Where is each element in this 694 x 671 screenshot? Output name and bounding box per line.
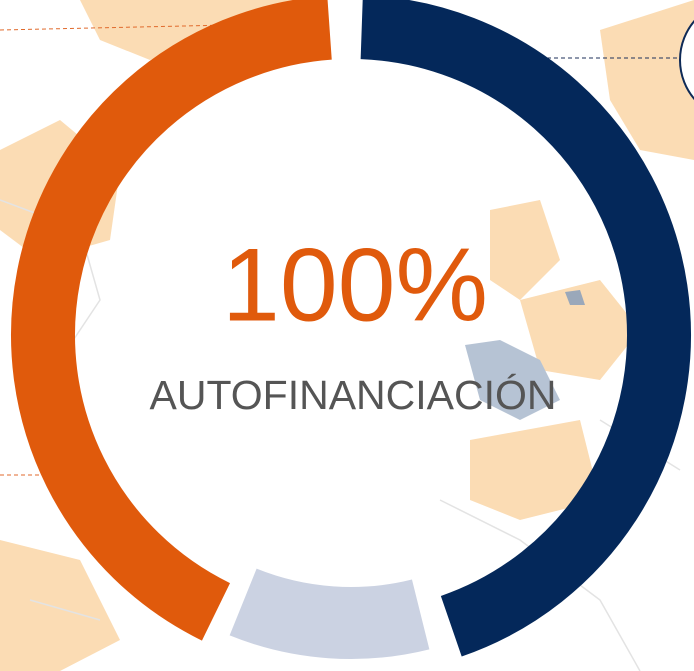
land: [600, 0, 694, 160]
headline-value: 100%: [222, 227, 488, 343]
region: [565, 290, 585, 305]
ring-segment-navy: [360, 0, 691, 657]
donut-ring: [11, 0, 691, 659]
land: [490, 200, 560, 300]
callout-circle: [679, 19, 694, 101]
leader-line: [0, 24, 231, 31]
ring-segment-orange: [11, 0, 332, 641]
land: [470, 420, 600, 520]
land: [520, 280, 640, 380]
region: [465, 340, 560, 420]
ring-segment-gray: [229, 568, 430, 659]
headline-label: AUTOFINANCIACIÓN: [150, 372, 557, 418]
land: [0, 540, 120, 671]
